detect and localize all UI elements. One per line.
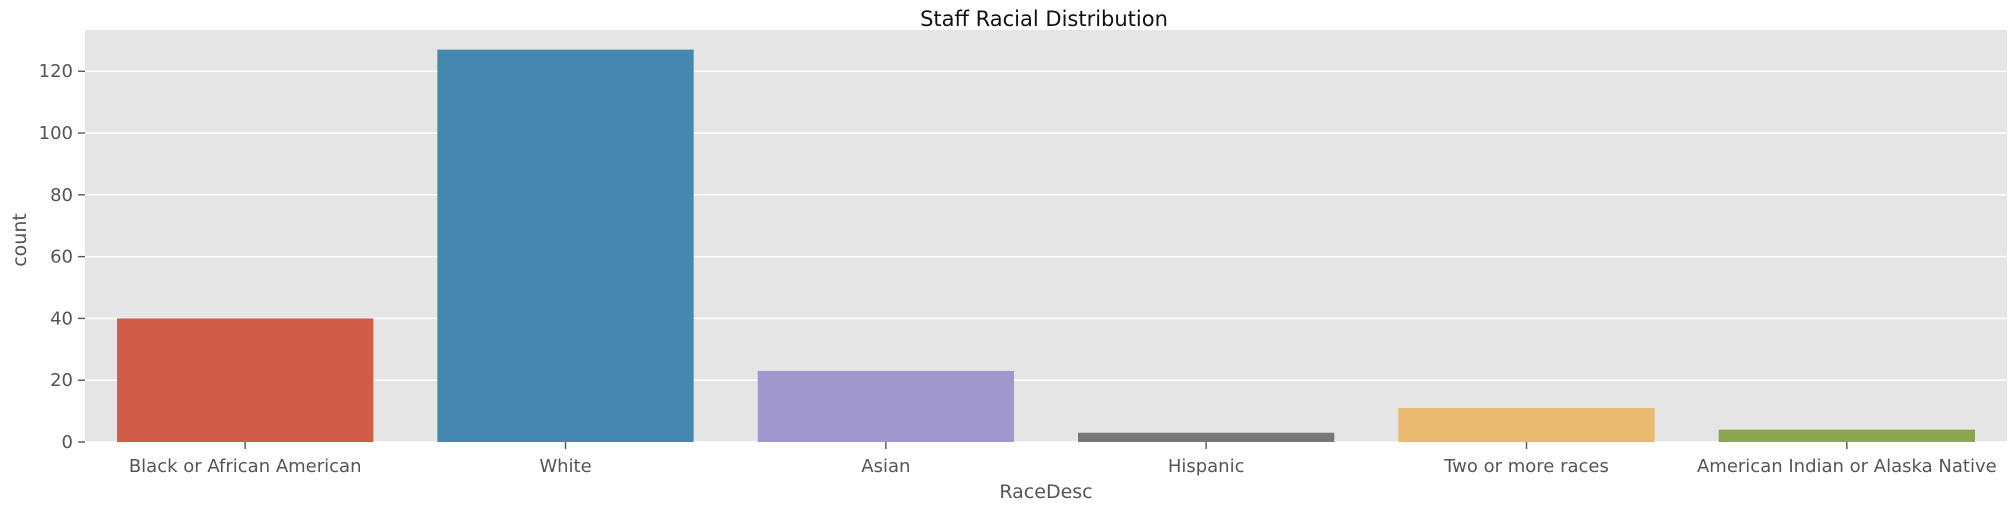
bar	[757, 370, 1014, 442]
x-tick-label: Two or more races	[1443, 456, 1609, 477]
plot-background	[85, 30, 2007, 442]
x-axis-label: RaceDesc	[999, 481, 1092, 503]
x-tick-label: Asian	[861, 456, 910, 477]
chart-title: Staff Racial Distribution	[920, 7, 1168, 31]
bar	[1718, 429, 1975, 442]
x-tick-label: Black or African American	[129, 456, 362, 477]
bar	[1398, 408, 1655, 442]
x-tick-label: Hispanic	[1168, 456, 1245, 477]
y-tick-label: 80	[50, 185, 73, 206]
y-tick-label: 100	[39, 123, 73, 144]
x-axis-ticks: Black or African American White Asian Hispa…	[129, 442, 1997, 477]
gridlines	[85, 70, 2007, 443]
bar	[117, 318, 374, 442]
x-tick-label: American Indian or Alaska Native	[1697, 456, 1997, 477]
y-tick-label: 20	[50, 370, 73, 391]
y-axis-label: count	[9, 213, 31, 267]
y-tick-label: 40	[50, 308, 73, 329]
bars	[117, 49, 1975, 442]
y-axis-ticks: 0 20 40 60 80 100 120	[39, 61, 85, 453]
x-tick-label: White	[539, 456, 591, 477]
y-tick-label: 0	[62, 432, 73, 453]
bar	[1078, 432, 1335, 442]
y-tick-label: 120	[39, 61, 73, 82]
y-tick-label: 60	[50, 247, 73, 268]
bar	[437, 49, 694, 442]
